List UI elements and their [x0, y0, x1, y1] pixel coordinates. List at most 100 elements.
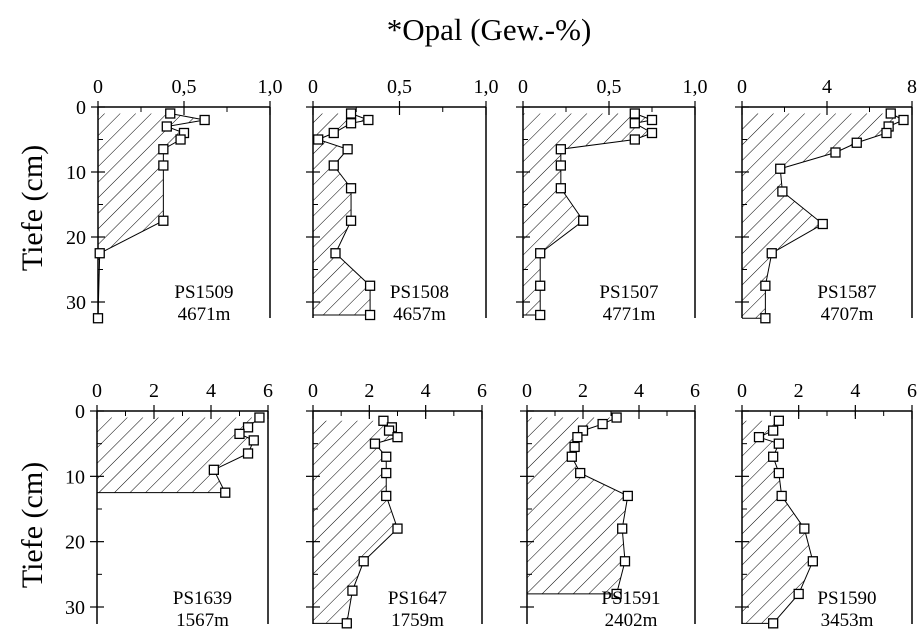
x-tick-label: 6 — [263, 380, 273, 402]
data-point — [617, 523, 628, 534]
data-point — [345, 183, 357, 194]
x-tick-label: 6 — [907, 380, 917, 402]
data-point — [555, 160, 566, 171]
data-point — [569, 441, 580, 453]
data-point — [597, 418, 608, 430]
data-point — [234, 428, 245, 440]
y-tick-label: 10 — [65, 466, 85, 488]
hatched-area — [313, 420, 398, 624]
data-point — [629, 118, 640, 129]
core-name: PS1507 — [599, 282, 658, 303]
hatched-area — [527, 417, 628, 594]
data-point — [392, 523, 403, 534]
data-point — [313, 134, 324, 145]
y-tick-label: 30 — [66, 292, 86, 314]
data-point — [535, 309, 546, 321]
data-point — [830, 147, 841, 158]
y-tick-label: 30 — [65, 597, 85, 619]
data-point — [369, 438, 381, 449]
x-tick-label: 0 — [308, 380, 318, 402]
hatched-area — [313, 113, 371, 315]
data-point — [646, 127, 658, 139]
core-name: PS1591 — [601, 588, 660, 609]
x-tick-label: 2 — [794, 380, 804, 402]
data-point — [381, 490, 392, 502]
y-axis-label-bottom: Tiefe (cm) — [16, 462, 49, 588]
data-point — [768, 451, 779, 462]
profile-line — [97, 113, 205, 319]
data-point — [753, 431, 765, 443]
data-point — [94, 248, 105, 259]
hatched-area — [98, 113, 205, 319]
data-point — [199, 114, 210, 126]
core-water-depth: 1759m — [391, 610, 444, 631]
data-point — [383, 425, 395, 436]
data-point — [535, 248, 546, 259]
hatched-area — [97, 417, 260, 493]
data-point — [776, 490, 787, 502]
data-point — [799, 523, 810, 534]
y-tick-label: 0 — [75, 401, 85, 423]
data-point — [345, 118, 357, 129]
x-tick-label: 6 — [690, 380, 700, 402]
data-point — [773, 467, 784, 479]
x-tick-label: 4 — [206, 380, 216, 402]
data-point — [342, 144, 353, 155]
core-name: PS1590 — [817, 588, 876, 609]
data-point — [92, 313, 104, 324]
data-point — [378, 415, 389, 426]
data-point — [760, 313, 771, 324]
data-point — [381, 467, 392, 479]
data-point — [760, 280, 771, 291]
data-point — [566, 451, 577, 462]
hatched-area — [523, 113, 652, 315]
x-tick-label: 4 — [634, 380, 644, 402]
data-point — [158, 160, 169, 171]
x-tick-label: 4 — [850, 380, 860, 402]
core-water-depth: 4657m — [393, 304, 446, 325]
core-name: PS1508 — [390, 282, 449, 303]
data-point — [345, 215, 357, 226]
data-point — [242, 448, 254, 459]
data-point — [330, 248, 341, 259]
data-point — [158, 144, 169, 155]
x-tick-label: 0 — [518, 76, 528, 98]
data-point — [773, 415, 784, 426]
hatched-area — [742, 420, 813, 624]
data-point — [851, 137, 862, 148]
y-tick-label: 20 — [66, 227, 86, 249]
data-point — [363, 114, 374, 126]
x-tick-label: 0 — [92, 380, 102, 402]
y-axis-label-top: Tiefe (cm) — [16, 145, 49, 271]
data-point — [885, 108, 896, 119]
data-point — [646, 114, 658, 126]
data-point — [161, 121, 172, 132]
data-point — [364, 309, 376, 321]
y-tick-label: 0 — [76, 97, 86, 119]
data-point — [572, 431, 583, 443]
y-tick-label: 10 — [66, 162, 86, 184]
data-point — [629, 108, 640, 119]
data-point — [766, 248, 777, 259]
data-point — [347, 585, 358, 596]
data-point — [208, 464, 220, 475]
data-point — [611, 412, 622, 423]
x-tick-label: 0 — [737, 380, 747, 402]
core-water-depth: 1567m — [176, 610, 229, 631]
x-tick-label: 0 — [737, 76, 747, 98]
data-point — [358, 556, 369, 567]
core-name: PS1509 — [174, 282, 233, 303]
x-tick-label: 0,5 — [172, 76, 197, 98]
x-tick-label: 0,5 — [387, 76, 412, 98]
data-point — [328, 160, 339, 171]
x-tick-label: 2 — [364, 380, 374, 402]
core-water-depth: 4771m — [603, 304, 656, 325]
data-point — [165, 108, 176, 119]
